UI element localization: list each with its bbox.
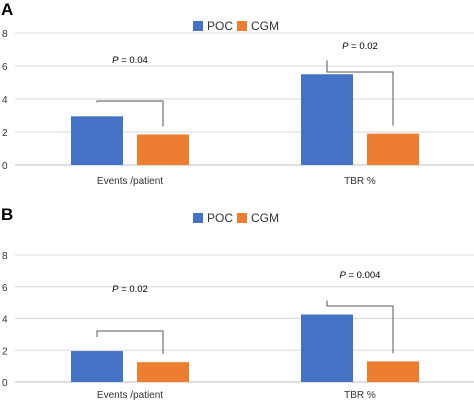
bar-cgm <box>137 362 189 382</box>
y-tick-label: 4 <box>2 95 8 106</box>
y-tick-label: 2 <box>2 128 8 139</box>
significance-bracket <box>326 300 394 354</box>
p-value-label: P = 0.04 <box>112 55 148 66</box>
bar-cgm <box>367 133 419 165</box>
bar-poc <box>301 314 353 382</box>
category-label: Events /patient <box>97 390 163 401</box>
category-label: Events /patient <box>97 176 163 187</box>
significance-bracket <box>96 330 164 355</box>
category-label: TBR % <box>344 176 376 187</box>
category-label: TBR % <box>344 390 376 401</box>
y-tick-label: 8 <box>2 29 8 40</box>
y-tick-label: 6 <box>2 62 8 73</box>
p-value-label: P = 0.02 <box>112 284 148 295</box>
legend-swatch-cgm <box>237 21 247 31</box>
y-tick-label: 2 <box>2 346 8 357</box>
chart-panel-a: A 0 2 4 6 8 Events /patient TBR % P = 0.04 P = 0.… <box>1 0 474 187</box>
bar-cgm <box>367 361 419 382</box>
y-tick-label: 0 <box>2 161 8 172</box>
significance-bracket <box>326 60 394 126</box>
p-value-label: P = 0.004 <box>340 270 381 281</box>
legend-label-poc: POC <box>207 211 233 225</box>
y-tick-label: 8 <box>2 251 8 262</box>
legend-swatch-poc <box>193 213 203 223</box>
p-value-label: P = 0.02 <box>342 41 378 52</box>
legend-swatch-cgm <box>237 213 247 223</box>
legend-label-poc: POC <box>207 19 233 33</box>
y-tick-label: 6 <box>2 283 8 294</box>
significance-bracket <box>96 100 164 127</box>
bar-poc <box>301 74 353 165</box>
y-tick-label: 4 <box>2 315 8 326</box>
bar-poc <box>71 351 123 382</box>
legend-swatch-poc <box>193 21 203 31</box>
legend-label-cgm: CGM <box>251 19 279 33</box>
chart-panel-b: B 0 2 4 6 8 Events /patient TBR % P = 0.02 P = 0.… <box>1 205 474 401</box>
panel-letter: B <box>1 205 13 224</box>
legend-label-cgm: CGM <box>251 211 279 225</box>
y-tick-label: 0 <box>2 378 8 389</box>
bar-poc <box>71 116 123 165</box>
panel-letter: A <box>1 0 13 19</box>
bar-cgm <box>137 134 189 165</box>
